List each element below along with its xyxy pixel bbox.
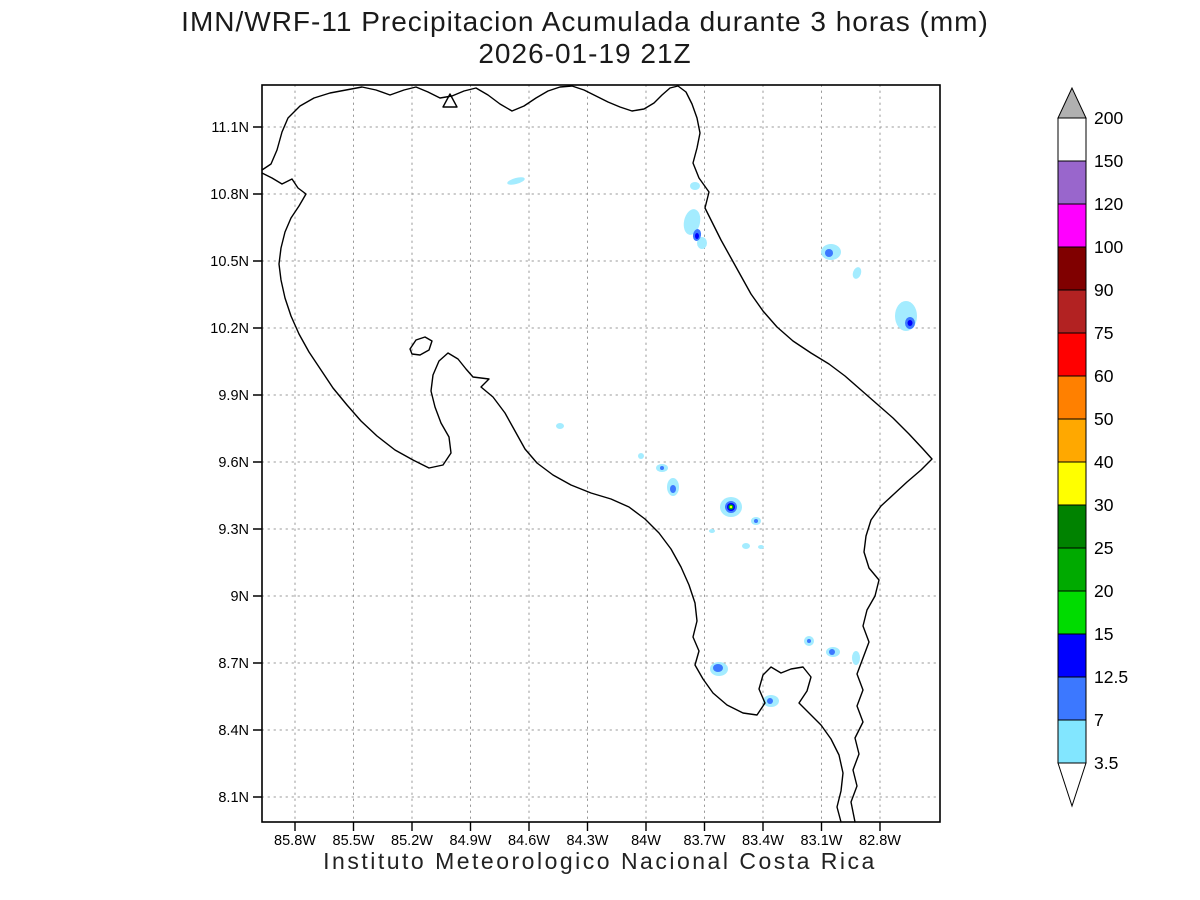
colorbar-band — [1057, 289, 1087, 334]
north-border-caribbean-coast — [261, 85, 933, 823]
colorbar-band — [1057, 117, 1087, 162]
colorbar-label: 20 — [1094, 581, 1114, 601]
colorbar-band — [1057, 547, 1087, 592]
colorbar-band — [1057, 418, 1087, 463]
colorbar-label: 75 — [1094, 323, 1113, 343]
precip-core — [767, 698, 773, 704]
lat-axis: 11.1N 10.8N 10.5N 10.2N 9.9N 9.6N 9.3N 9… — [210, 120, 249, 806]
precip-core — [754, 519, 758, 523]
page-title: IMN/WRF-11 Precipitacion Acumulada duran… — [0, 6, 1170, 70]
colorbar-label: 40 — [1094, 452, 1114, 472]
colorbar-band — [1057, 719, 1087, 764]
lon-label: 85.2W — [391, 833, 433, 849]
lon-label: 84.6W — [508, 833, 550, 849]
lat-label: 9.9N — [218, 388, 249, 404]
precip-cell — [852, 651, 860, 665]
lon-label: 83.1W — [801, 833, 843, 849]
lat-label: 9N — [230, 589, 249, 605]
colorbar-band — [1057, 246, 1087, 291]
colorbar-band — [1057, 160, 1087, 205]
colorbar-label: 25 — [1094, 538, 1113, 558]
colorbar-label: 100 — [1094, 237, 1123, 257]
precip-cells — [507, 177, 917, 707]
lon-label: 84.9W — [450, 833, 492, 849]
colorbar-label: 15 — [1094, 624, 1113, 644]
lon-label: 83.7W — [684, 833, 726, 849]
precip-core — [670, 485, 676, 493]
precip-core — [713, 664, 723, 672]
footer-caption: Instituto Meteorologico Nacional Costa R… — [323, 848, 877, 874]
precip-cell — [683, 209, 701, 235]
pacific-coast — [261, 172, 844, 823]
lat-label: 8.7N — [218, 656, 249, 672]
precip-core — [660, 466, 664, 470]
lat-label: 10.5N — [210, 254, 249, 270]
colorbar-label: 7 — [1094, 710, 1104, 730]
precip-core-deep — [695, 233, 699, 239]
colorbar-band — [1057, 633, 1087, 678]
chira-island — [409, 336, 433, 356]
lat-label: 10.2N — [210, 321, 249, 337]
precip-core-deep — [907, 320, 913, 326]
colorbar-band — [1057, 504, 1087, 549]
colorbar-band — [1057, 590, 1087, 635]
precip-cell — [690, 182, 700, 190]
colorbar-label: 150 — [1094, 151, 1123, 171]
axis-ticks — [253, 126, 881, 831]
title-line1: IMN/WRF-11 Precipitacion Acumulada duran… — [181, 6, 989, 37]
precip-cell — [758, 545, 764, 549]
colorbar-label: 3.5 — [1094, 753, 1118, 773]
map-frame — [261, 84, 941, 823]
precip-core — [829, 649, 835, 655]
colorbar-label: 12.5 — [1094, 667, 1128, 687]
lon-label: 83.4W — [742, 833, 784, 849]
colorbar-label: 120 — [1094, 194, 1123, 214]
lon-label: 82.8W — [859, 833, 901, 849]
colorbar-band — [1057, 375, 1087, 420]
colorbar-label: 200 — [1094, 108, 1123, 128]
lat-label: 9.3N — [218, 522, 249, 538]
lat-label: 8.1N — [218, 790, 249, 806]
precip-core — [807, 639, 811, 643]
colorbar-band — [1057, 676, 1087, 721]
colorbar-bottom-arrow — [1057, 762, 1087, 808]
precip-cell — [638, 453, 644, 459]
precip-core — [825, 249, 833, 257]
lon-label: 84.3W — [567, 833, 609, 849]
coastline — [261, 85, 933, 823]
lat-label: 10.8N — [210, 187, 249, 203]
colorbar-band — [1057, 461, 1087, 506]
colorbar-label: 30 — [1094, 495, 1114, 515]
colorbar: 200 150 120 100 90 75 60 50 40 30 25 20 … — [1057, 86, 1128, 808]
lat-label: 11.1N — [211, 120, 249, 136]
precip-cell — [507, 177, 525, 185]
colorbar-band — [1057, 332, 1087, 377]
precip-cell — [556, 423, 564, 429]
colorbar-band — [1057, 203, 1087, 248]
colorbar-label: 60 — [1094, 366, 1114, 386]
lat-label: 9.6N — [218, 455, 249, 471]
colorbar-label: 90 — [1094, 280, 1114, 300]
lon-axis: 85.8W 85.5W 85.2W 84.9W 84.6W 84.3W 84W … — [274, 833, 901, 849]
title-line2: 2026-01-19 21Z — [478, 38, 692, 69]
precip-cell — [697, 237, 707, 249]
precip-cell — [742, 543, 750, 549]
colorbar-top-arrow — [1057, 86, 1087, 119]
colorbar-label: 50 — [1094, 409, 1114, 429]
graticule-grid — [261, 84, 941, 823]
precip-cell — [852, 267, 862, 279]
lon-label: 85.8W — [274, 833, 316, 849]
precip-core-yellow — [729, 505, 733, 509]
precip-cell — [709, 529, 715, 533]
lon-label: 84W — [631, 833, 661, 849]
island-marker — [442, 93, 458, 108]
lat-label: 8.4N — [218, 723, 249, 739]
lon-label: 85.5W — [333, 833, 375, 849]
